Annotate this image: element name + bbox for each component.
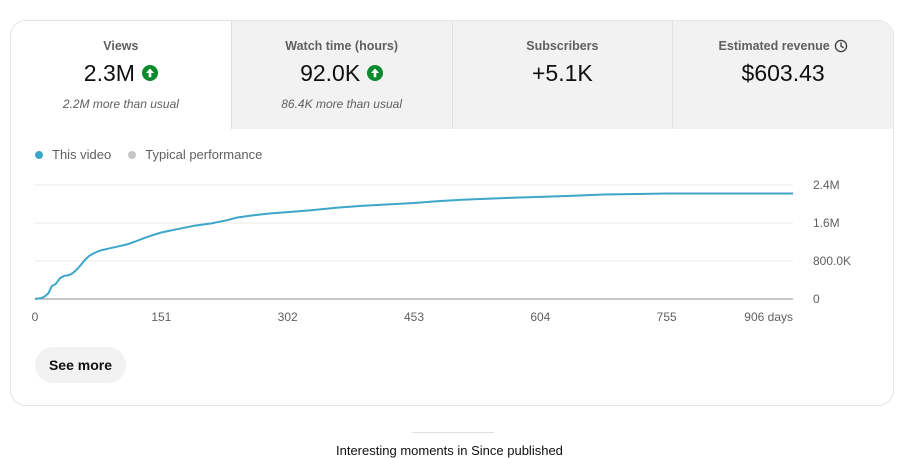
metric-title: Watch time (hours) xyxy=(285,39,398,53)
metric-views[interactable]: Views 2.3M 2.2M more than usual xyxy=(11,21,231,129)
x-tick-label: 453 xyxy=(404,310,424,324)
x-tick-label: 151 xyxy=(151,310,171,324)
legend-item-typical-performance[interactable]: Typical performance xyxy=(128,147,262,162)
y-tick-label: 800.0K xyxy=(813,254,851,268)
section-divider xyxy=(412,432,494,433)
metric-value: 2.3M xyxy=(83,60,135,86)
x-tick-label: 755 xyxy=(657,310,677,324)
metric-title: Estimated revenue xyxy=(718,39,830,53)
x-tick-label: 906 days xyxy=(744,310,793,324)
clock-icon[interactable] xyxy=(834,39,848,56)
key-metrics-card: Views 2.3M 2.2M more than usual Watch ti… xyxy=(10,20,894,406)
legend-dot-icon xyxy=(128,150,137,159)
metric-value: 92.0K xyxy=(300,60,361,86)
y-tick-label: 0 xyxy=(813,292,820,306)
arrow-up-icon xyxy=(141,65,158,81)
metric-title: Subscribers xyxy=(526,39,599,53)
metric-comparison: 86.4K more than usual xyxy=(281,97,402,111)
y-tick-label: 1.6M xyxy=(813,216,840,230)
arrow-up-icon xyxy=(367,65,384,81)
views-line-chart[interactable]: 0 800.0K 1.6M 2.4M 0 151 302 453 604 755 906 days xyxy=(11,171,894,331)
legend-item-this-video[interactable]: This video xyxy=(35,147,111,162)
legend-dot-icon xyxy=(35,150,43,159)
x-tick-label: 0 xyxy=(32,310,39,324)
metric-watch-time[interactable]: Watch time (hours) 92.0K 86.4K more than… xyxy=(230,21,452,129)
next-section-text: Interesting moments in Since published xyxy=(336,443,563,458)
metric-title: Views xyxy=(103,39,139,53)
metric-estimated-revenue[interactable]: Estimated revenue $603.43 xyxy=(672,21,893,129)
chart-legend: This video Typical performance xyxy=(35,147,279,162)
metric-comparison: 2.2M more than usual xyxy=(62,97,179,111)
x-tick-label: 302 xyxy=(278,310,298,324)
series-line-this-video xyxy=(34,192,793,300)
metric-value: $603.43 xyxy=(741,60,825,86)
metrics-row: Views 2.3M 2.2M more than usual Watch ti… xyxy=(11,21,893,129)
metric-subscribers[interactable]: Subscribers +5.1K xyxy=(451,21,673,129)
y-tick-label: 2.4M xyxy=(813,178,840,192)
legend-label: This video xyxy=(52,147,112,162)
x-tick-label: 604 xyxy=(530,310,550,324)
see-more-button[interactable]: See more xyxy=(35,347,126,383)
legend-label: Typical performance xyxy=(145,147,263,162)
metric-value: +5.1K xyxy=(532,60,593,86)
